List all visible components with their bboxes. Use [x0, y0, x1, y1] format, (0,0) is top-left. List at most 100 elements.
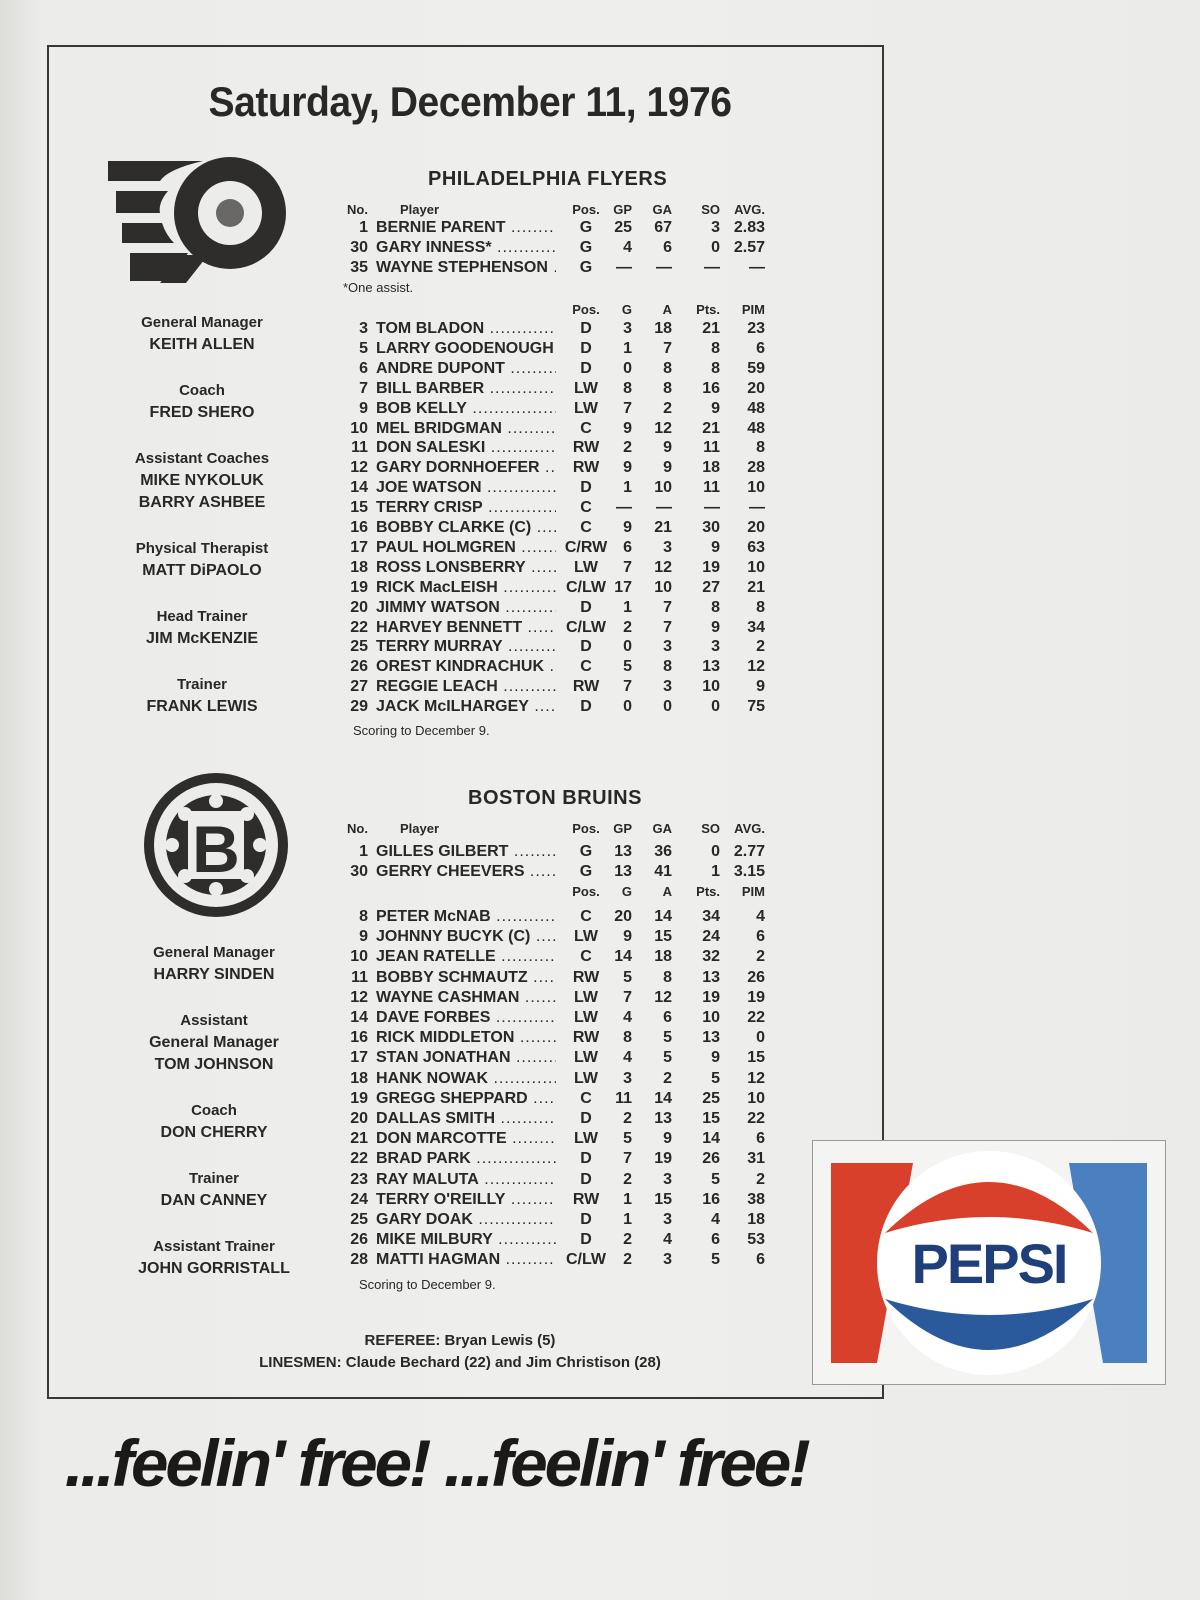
player-number: 19	[350, 1089, 368, 1107]
stat-cell: 2.57	[733, 239, 765, 256]
stat-cell: C	[580, 908, 592, 925]
player-name: TERRY O'REILLY .........................…	[376, 1190, 556, 1210]
leader-dots: ........................................	[505, 1251, 556, 1269]
stat-cell: 2	[623, 1251, 632, 1269]
player-row: 11 DON SALESKI ..........................…	[330, 438, 780, 458]
player-number: 15	[350, 499, 368, 517]
player-name: ANDRE DUPONT ...........................…	[376, 359, 556, 379]
leader-dots: ........................................	[505, 598, 556, 616]
header-cell: AVG.	[734, 821, 765, 836]
player-name: WAYNE CASHMAN ..........................…	[376, 988, 556, 1008]
stat-cell: 8	[623, 379, 632, 397]
player-name: WAYNE STEPHENSON .......................…	[376, 258, 556, 278]
player-number: 10	[350, 948, 368, 966]
staff-entry: Assistant General Manager TOM JOHNSON	[104, 1010, 324, 1076]
stat-cell: 2	[623, 1170, 632, 1188]
stat-cell: 7	[623, 558, 632, 576]
stat-cell: 5	[711, 1069, 720, 1087]
player-row: 30 GERRY CHEEVERS .......................…	[330, 862, 780, 882]
staff-role: Coach	[179, 382, 225, 399]
stat-cell: 9	[623, 519, 632, 536]
stat-cell: C	[580, 1089, 592, 1107]
stat-cell: 10	[654, 578, 672, 596]
stat-cell: C	[580, 419, 592, 437]
stat-cell: 25	[614, 219, 632, 236]
stat-cell: —	[656, 259, 672, 276]
leader-dots: ........................................	[548, 259, 556, 276]
stat-cell: G	[579, 219, 593, 236]
staff-role: General Manager	[141, 314, 263, 331]
player-row: 21 DON MARCOTTE .........................…	[330, 1129, 780, 1149]
player-row: 17 PAUL HOLMGREN ........................…	[330, 538, 780, 558]
stat-cell: —	[749, 259, 765, 276]
player-row: 16 RICK MIDDLETON .......................…	[330, 1028, 780, 1048]
stat-cell: 5	[623, 658, 632, 676]
player-number: 25	[350, 1211, 368, 1228]
stat-cell: 13	[654, 1110, 672, 1127]
bruins-team-name: BOSTON BRUINS	[468, 787, 642, 809]
stat-cell: LW	[574, 988, 598, 1006]
header-cell: GA	[652, 821, 673, 836]
stat-cell: 6	[623, 538, 632, 556]
stat-cell: 14	[654, 1089, 672, 1107]
header-cell: SO	[701, 202, 720, 217]
staff-entry: Assistant Coaches MIKE NYKOLUK BARRY ASHBE…	[92, 448, 312, 514]
player-name: HANK NOWAK .............................…	[376, 1069, 556, 1089]
player-row: 6 ANDRE DUPONT ..........................…	[330, 359, 780, 379]
player-number: 25	[350, 638, 368, 656]
scoring-note: Scoring to December 9.	[359, 1277, 496, 1292]
player-row: 12 WAYNE CASHMAN ........................…	[330, 988, 780, 1008]
stat-cell: 1	[623, 339, 632, 357]
player-number: 1	[359, 843, 368, 860]
player-number: 11	[351, 439, 368, 457]
stat-cell: 24	[702, 928, 720, 946]
stat-cell: 10	[747, 558, 765, 576]
player-number: 9	[359, 399, 368, 417]
player-number: 23	[350, 1170, 368, 1188]
stat-cell: 11	[703, 439, 720, 457]
player-row: 22 HARVEY BENNETT .......................…	[330, 618, 780, 638]
pepsi-logo: PEPSI	[831, 1151, 1147, 1375]
stat-cell: 9	[623, 928, 632, 946]
player-name: PETER McNAB ............................…	[376, 907, 556, 927]
stat-cell: C	[580, 948, 592, 966]
stat-cell: 26	[747, 968, 765, 986]
player-number: 17	[350, 538, 368, 556]
player-number: 12	[350, 988, 368, 1006]
stat-cell: 22	[747, 1110, 765, 1127]
player-row: 12 GARY DORNHOEFER ......................…	[330, 458, 780, 478]
officials: REFEREE: Bryan Lewis (5) LINESMEN: Claud…	[230, 1330, 690, 1374]
stat-cell: C/LW	[566, 1251, 606, 1269]
player-number: 18	[350, 1069, 368, 1087]
stat-cell: 3.15	[733, 863, 765, 880]
stat-cell: 0	[623, 359, 632, 377]
stat-cell: 9	[711, 1049, 720, 1067]
stat-cell: C/LW	[566, 618, 606, 636]
stat-cell: D	[580, 598, 592, 616]
stat-cell: LW	[574, 1009, 598, 1026]
stat-cell: 23	[747, 320, 765, 337]
stat-cell: 41	[654, 863, 672, 880]
stat-cell: 38	[747, 1190, 765, 1208]
stat-cell: 15	[654, 928, 672, 946]
stat-cell: 11	[615, 1089, 632, 1107]
stat-cell: C/RW	[564, 538, 608, 556]
stat-cell: 15	[654, 1190, 672, 1208]
player-row: 5 LARRY GOODENOUGH ......................…	[330, 339, 780, 359]
stat-cell: RW	[572, 459, 600, 477]
player-name: BOBBY CLARKE (C) .......................…	[376, 518, 556, 538]
stat-cell: D	[580, 698, 592, 716]
stat-cell: 3	[623, 320, 632, 337]
stat-cell: 32	[702, 948, 720, 966]
player-number: 19	[350, 578, 368, 596]
staff-entry: Coach FRED SHERO	[92, 380, 312, 424]
stat-cell: 1	[623, 1211, 632, 1228]
player-row: 28 MATTI HAGMAN .........................…	[330, 1250, 780, 1270]
leader-dots: ........................................	[533, 968, 556, 986]
stat-cell: —	[656, 499, 672, 517]
player-name: TOM BLADON .............................…	[376, 319, 556, 339]
leader-dots: ........................................	[510, 359, 556, 377]
staff-role: General Manager	[153, 944, 275, 961]
player-name: RICK MIDDLETON .........................…	[376, 1028, 556, 1048]
